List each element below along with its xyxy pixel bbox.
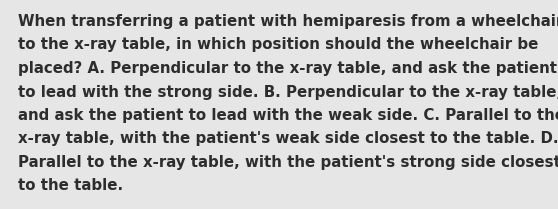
- Text: Parallel to the x-ray table, with the patient's strong side closest: Parallel to the x-ray table, with the pa…: [18, 155, 558, 170]
- Text: x-ray table, with the patient's weak side closest to the table. D.: x-ray table, with the patient's weak sid…: [18, 131, 558, 147]
- Text: to lead with the strong side. B. Perpendicular to the x-ray table,: to lead with the strong side. B. Perpend…: [18, 84, 558, 99]
- Text: placed? A. Perpendicular to the x-ray table, and ask the patient: placed? A. Perpendicular to the x-ray ta…: [18, 61, 557, 76]
- Text: to the x-ray table, in which position should the wheelchair be: to the x-ray table, in which position sh…: [18, 37, 538, 52]
- Text: When transferring a patient with hemiparesis from a wheelchair: When transferring a patient with hemipar…: [18, 14, 558, 29]
- Text: and ask the patient to lead with the weak side. C. Parallel to the: and ask the patient to lead with the wea…: [18, 108, 558, 123]
- Text: to the table.: to the table.: [18, 178, 123, 194]
